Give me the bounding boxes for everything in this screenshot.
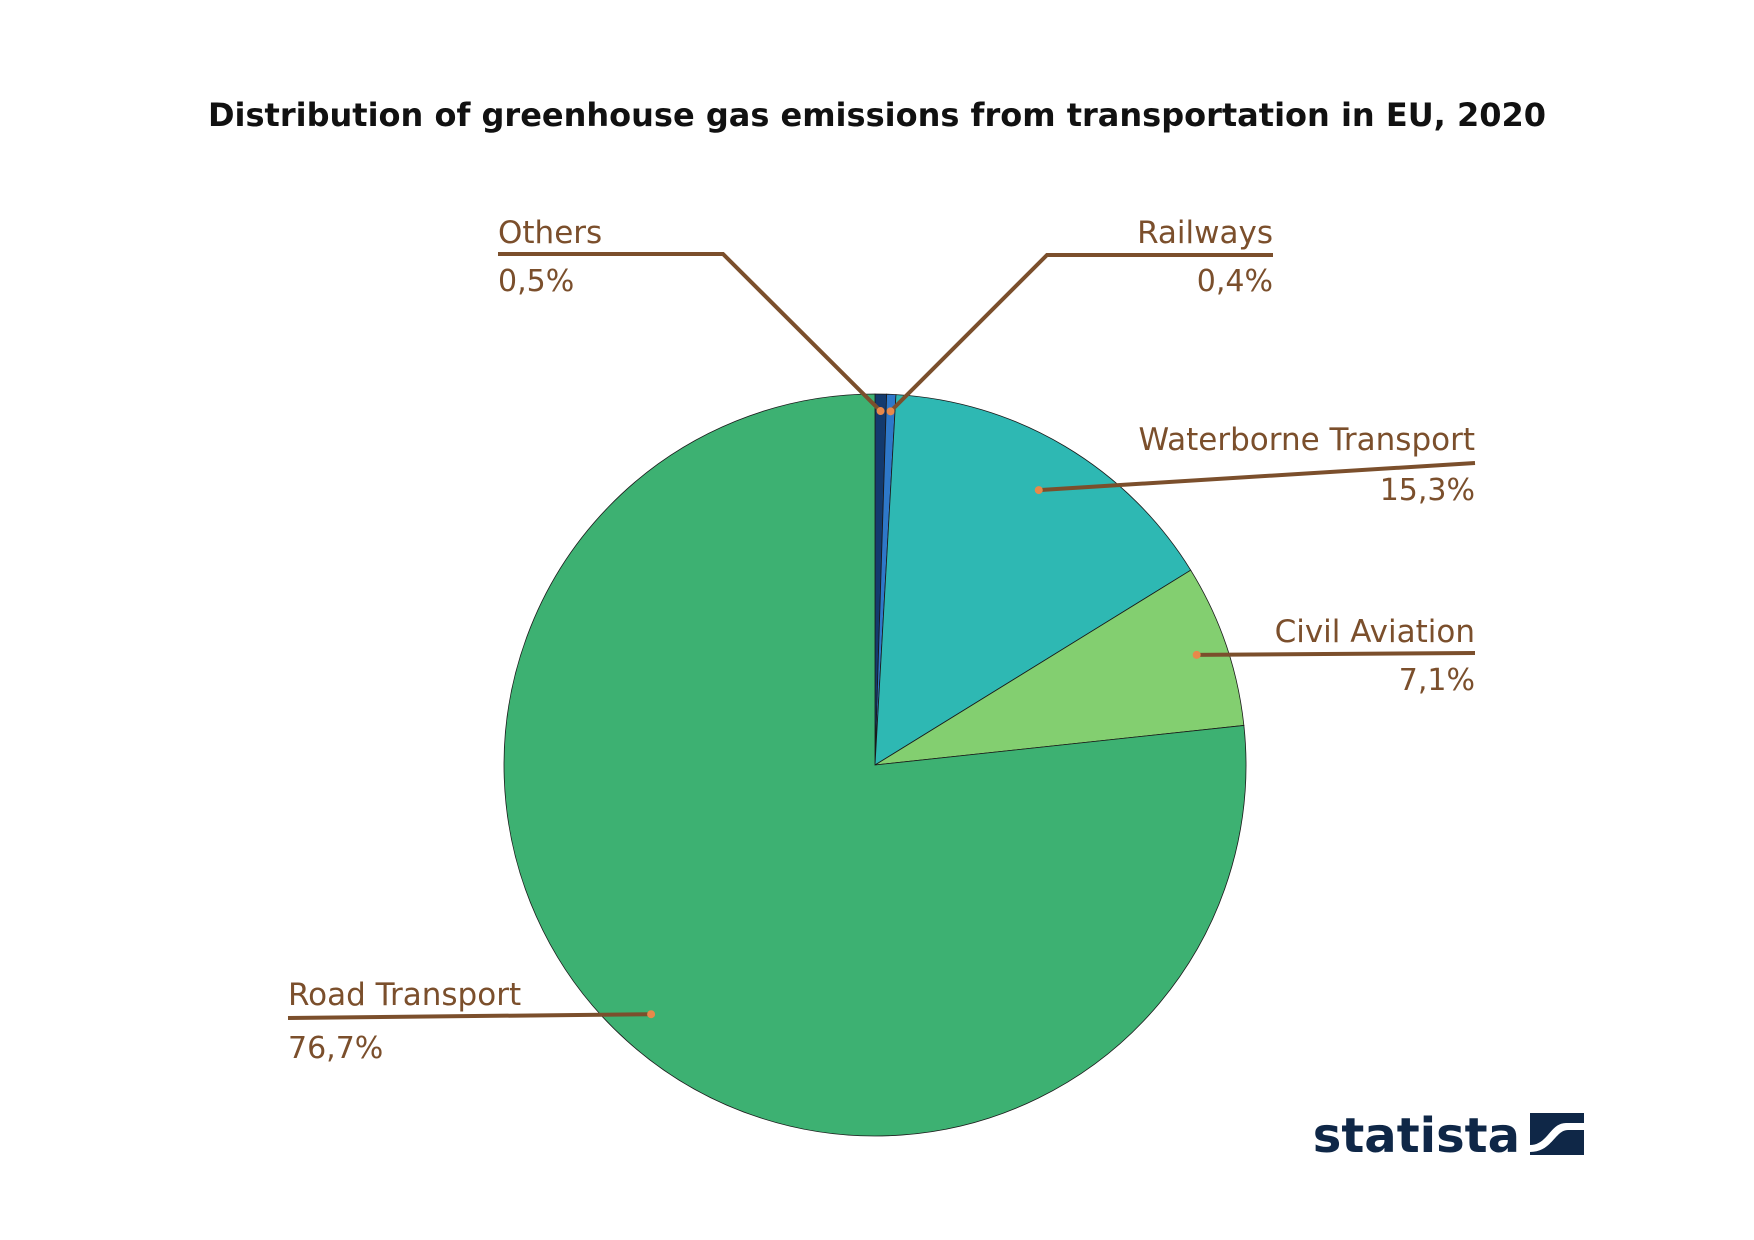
slice-label-others: Others [498,215,602,251]
leader-dot-road-transport [647,1010,656,1019]
slice-label-road-transport: Road Transport [288,977,521,1013]
slice-value-civil-aviation: 7,1% [1399,663,1475,698]
leader-line-waterborne-transport [1038,461,1476,493]
slice-value-others: 0,5% [498,264,574,299]
slice-value-railways: 0,4% [1197,264,1273,299]
leader-dot-civil-aviation [1192,650,1201,659]
leader-line-civil-aviation [1196,651,1476,657]
leader-dot-waterborne-transport [1034,486,1043,495]
leader-line-railways [889,253,1273,413]
pie-slice-road-transport [503,393,1247,1137]
slice-labels: Others 0,5% Railways 0,4% Waterborne Transpo… [287,215,1476,1066]
pie-slice-civil-aviation [874,569,1245,766]
slice-label-civil-aviation: Civil Aviation [1275,614,1475,650]
pie-slices [503,393,1247,1137]
statista-logo: statista [1313,1108,1584,1164]
slice-label-waterborne-transport: Waterborne Transport [1138,422,1475,458]
slice-label-railways: Railways [1137,215,1273,251]
slice-value-waterborne-transport: 15,3% [1380,473,1475,508]
statista-logo-text: statista [1313,1108,1520,1164]
leader-line-road-transport [287,1012,652,1020]
leader-line-others [498,252,882,413]
chart-title: Distribution of greenhouse gas emissions… [208,96,1546,134]
leader-dot-others [876,407,885,416]
statista-logo-icon [1530,1113,1584,1155]
leader-dot-railways [886,407,895,416]
slice-value-road-transport: 76,7% [288,1031,383,1066]
